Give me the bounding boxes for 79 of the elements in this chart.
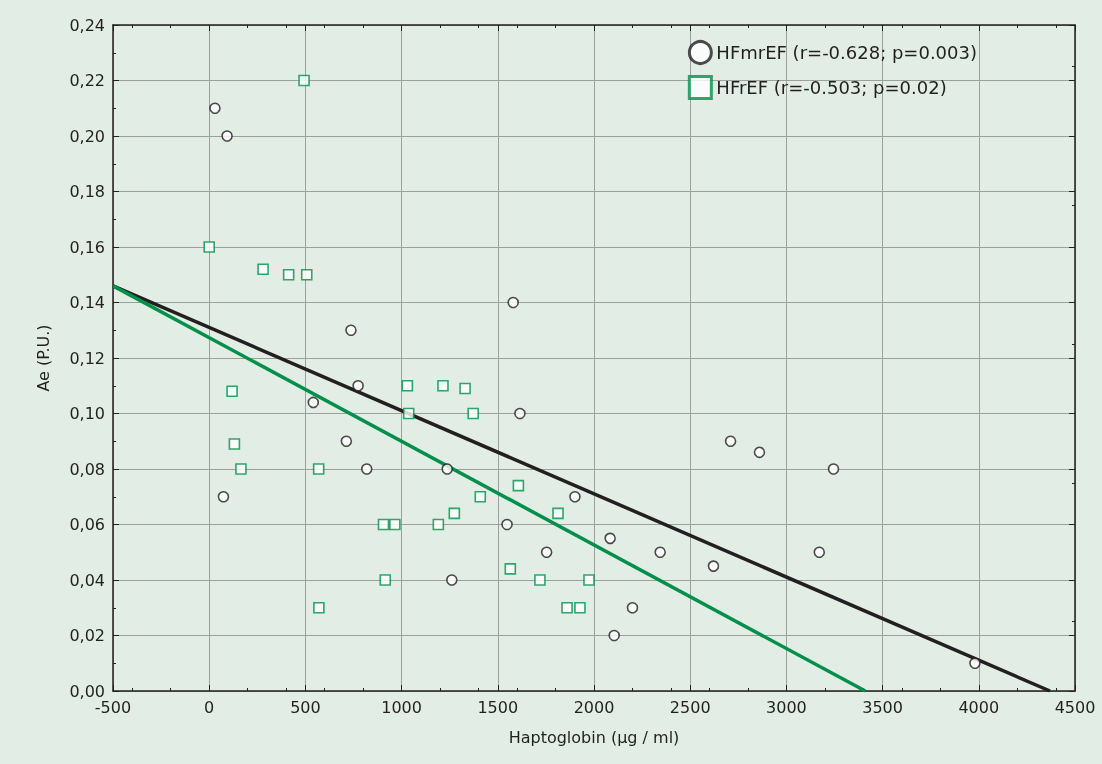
x-tick-label: 3000 <box>766 697 807 717</box>
y-tick-label: 0,10 <box>69 404 105 423</box>
point <box>534 574 546 586</box>
point <box>345 324 357 337</box>
x-tick-label: 2000 <box>573 697 615 717</box>
point <box>753 446 766 459</box>
point <box>307 396 320 409</box>
point <box>467 407 479 420</box>
point <box>569 490 581 503</box>
point <box>389 518 401 531</box>
point <box>626 601 639 614</box>
point <box>313 601 325 614</box>
x-tick-label: 2500 <box>669 697 711 717</box>
point <box>654 546 666 559</box>
point <box>604 532 616 545</box>
point <box>459 382 471 395</box>
point <box>401 379 414 392</box>
point <box>540 546 553 559</box>
point <box>501 518 513 531</box>
y-tick-label: 0,22 <box>69 71 105 90</box>
y-tick-label: 0,08 <box>69 459 105 479</box>
point <box>583 574 595 586</box>
y-tick-label: 0,18 <box>69 182 105 201</box>
point <box>474 490 487 503</box>
y-tick-label: 0,12 <box>69 348 105 368</box>
y-tick-label: 0,20 <box>69 126 105 146</box>
point <box>561 601 573 614</box>
point <box>514 407 526 420</box>
y-tick-label: 0,02 <box>69 626 105 645</box>
point <box>707 560 720 572</box>
y-tick-label: 0,24 <box>69 15 105 35</box>
point <box>432 518 445 531</box>
point <box>300 268 313 281</box>
legend-label: HFmrEF (r=-0.628; p=0.003) <box>716 42 978 63</box>
point <box>402 407 415 420</box>
point <box>312 463 325 475</box>
point <box>827 463 840 475</box>
point <box>512 479 525 492</box>
y-tick-label: 0,06 <box>69 515 105 534</box>
point <box>217 490 230 503</box>
x-tick-label: 4500 <box>1054 697 1096 717</box>
x-tick-label: 3500 <box>862 697 903 717</box>
point <box>608 629 620 642</box>
point <box>360 463 373 475</box>
point <box>446 574 458 586</box>
point <box>226 385 238 398</box>
point <box>437 379 449 392</box>
point <box>813 546 826 559</box>
point <box>209 102 221 115</box>
x-tick-label: 1500 <box>477 697 519 717</box>
point <box>282 268 295 281</box>
x-axis-title: Haptoglobin (µg / ml) <box>508 727 680 747</box>
point <box>504 563 517 575</box>
point <box>228 438 241 450</box>
legend-label: HFrEF (r=-0.503; p=0.02) <box>716 77 947 98</box>
point <box>257 263 269 275</box>
point <box>574 601 586 614</box>
point <box>352 379 364 392</box>
point <box>377 518 390 531</box>
point <box>379 574 392 586</box>
point <box>448 507 461 520</box>
point <box>235 463 247 475</box>
point <box>552 507 564 520</box>
y-tick-label: 0,14 <box>69 293 105 312</box>
x-tick-label: 0 <box>204 697 215 717</box>
y-tick-label: 0,04 <box>69 570 105 590</box>
point <box>340 435 353 448</box>
point <box>221 130 233 142</box>
x-tick-label: 500 <box>290 697 321 717</box>
y-axis-title: Ae (P.U.) <box>33 324 53 392</box>
x-tick-label: 4000 <box>958 697 1000 717</box>
point <box>724 435 737 448</box>
point <box>203 241 215 253</box>
point <box>969 657 981 670</box>
x-tick-label: 1000 <box>381 697 422 717</box>
y-tick-label: 0,16 <box>69 237 105 257</box>
point <box>298 74 310 87</box>
point <box>507 296 519 309</box>
point <box>441 463 453 475</box>
